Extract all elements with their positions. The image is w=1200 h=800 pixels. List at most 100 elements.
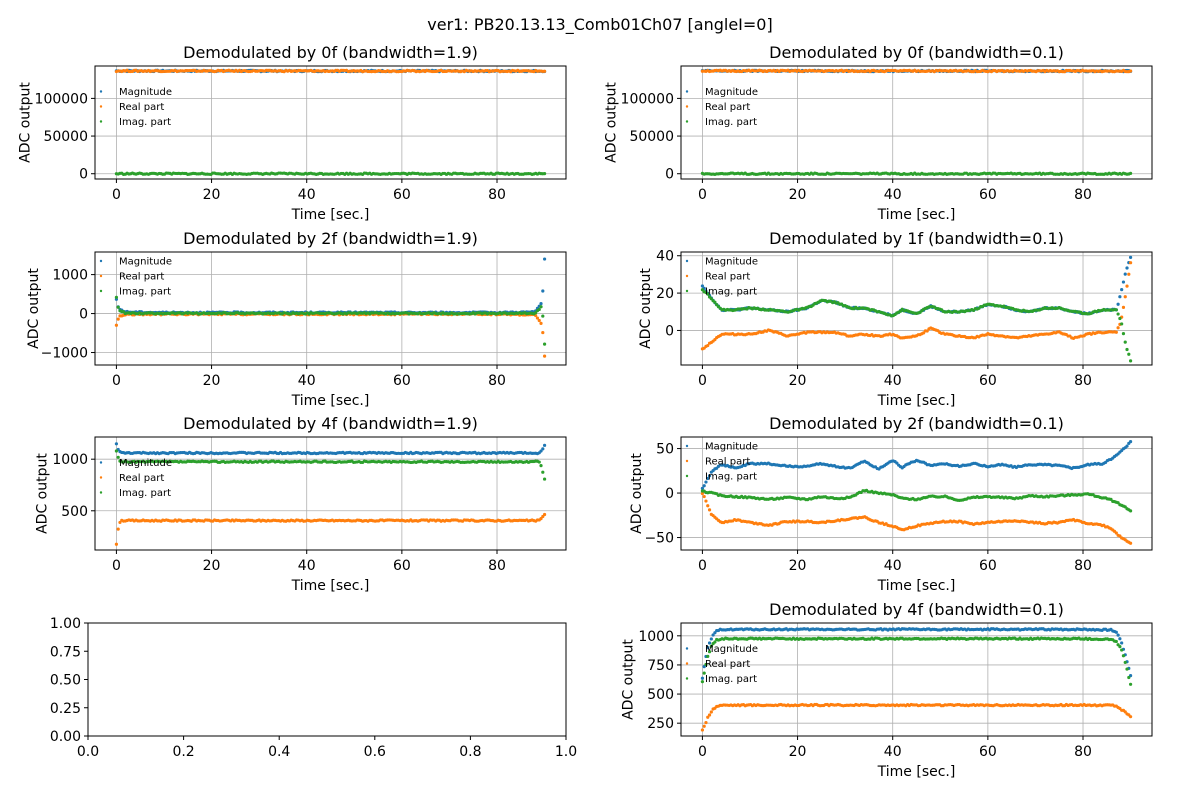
y-tick-label: 0.25 [50,701,81,717]
data-point [541,314,545,318]
x-tick-label: 40 [884,558,902,574]
data-point [1120,322,1124,326]
data-point [1123,295,1127,299]
x-axis-label: Time [sec.] [291,207,370,223]
data-point [1125,284,1129,288]
data-point [542,257,547,261]
y-tick-label: −50 [644,531,674,547]
data-point [1116,302,1120,306]
data-point [114,542,119,546]
data-point [116,305,120,309]
data-point [706,715,710,719]
subplot-title: Demodulated by 1f (bandwidth=0.1) [769,229,1064,248]
series-imag-part [700,171,1133,176]
data-point [1128,440,1133,444]
data-point [709,710,713,714]
legend-entry: Magnitude [705,87,758,98]
plot-area [700,627,1133,732]
legend-marker [99,105,103,108]
x-tick-label: 1.0 [555,744,577,760]
y-axis-label: ADC output [35,453,51,534]
legend-marker [99,491,103,494]
axes-frame [94,251,567,366]
data-point [1128,261,1133,265]
legend-entry: Real part [705,272,750,283]
legend-entry: Real part [119,272,164,283]
subplot-p31: Demodulated by 4f (bandwidth=0.1)0 20 40 60… [621,600,1153,780]
data-point [542,342,547,346]
y-tick-label: 100000 [621,91,674,107]
x-tick-label: 80 [1074,373,1092,389]
y-tick-label: −1000 [41,346,88,362]
data-point [542,172,547,176]
legend-entry: Real part [705,457,750,468]
y-tick-label: 0.75 [50,644,81,660]
data-point [537,318,541,323]
legend-marker [99,476,103,479]
data-point [1121,332,1126,336]
plot-area [700,68,1133,176]
y-tick-label: 0.00 [50,729,81,745]
data-point [1127,352,1131,356]
x-tick-label: 0 [698,373,707,389]
y-tick-label: 1000 [52,268,88,284]
x-tick-label: 60 [979,558,997,574]
legend-marker [685,120,689,123]
series-real-part [700,68,1133,74]
data-point [1118,637,1122,641]
data-point [534,311,538,315]
plot-area [114,68,547,176]
series-imag-part [114,449,547,481]
subplot-p11: Demodulated by 1f (bandwidth=0.1)0 20 40 60… [638,229,1153,409]
x-tick-label: 60 [393,187,411,203]
data-point [539,301,543,306]
subplot-title: Demodulated by 0f (bandwidth=0.1) [769,43,1064,62]
data-point [537,307,541,312]
data-point [706,476,710,481]
subplot-p01: Demodulated by 0f (bandwidth=0.1)0 20 40 60… [603,43,1153,223]
legend-marker [99,289,103,293]
legend-marker [99,274,103,278]
legend-entry: Real part [705,102,750,113]
data-point [1125,266,1129,270]
subplot-title: Demodulated by 4f (bandwidth=0.1) [769,600,1064,619]
data-point [700,728,705,732]
axes-frame [94,436,567,551]
x-tick-label: 60 [979,373,997,389]
legend-marker [685,289,689,293]
y-tick-label: 50000 [43,129,88,145]
x-tick-label: 60 [393,558,411,574]
data-point [707,641,712,645]
x-tick-label: 60 [393,373,411,389]
data-point [702,484,706,488]
series-real-part [700,491,1133,545]
subplot-grid: Demodulated by 0f (bandwidth=1.9)0 20 40 60… [17,43,1153,780]
plot-area [700,255,1133,363]
legend-entry: Real part [119,473,164,484]
legend-entry: Magnitude [119,87,172,98]
data-point [1121,305,1126,309]
data-point [1128,171,1133,175]
data-point [895,461,899,465]
x-axis-label: Time [sec.] [877,578,956,594]
data-point [1128,509,1133,513]
legend-entry: Magnitude [119,458,172,469]
x-axis-label: Time [sec.] [291,393,370,409]
data-point [1114,630,1118,634]
y-tick-label: 0 [79,167,88,183]
x-tick-label: 0.6 [364,744,386,760]
legend-entry: Real part [119,102,164,113]
legend-entry: Imag. part [705,287,757,298]
subplot-p21: Demodulated by 2f (bandwidth=0.1)0 20 40 60… [629,414,1153,594]
x-tick-label: 0.8 [459,744,481,760]
data-point [702,665,706,669]
y-axis-label: ADC output [26,268,42,349]
series-magnitude [700,627,1133,680]
legend-marker [99,461,103,464]
legend-marker [685,274,689,278]
y-tick-label: 20 [656,286,674,302]
data-point [541,447,545,451]
y-axis-label: ADC output [603,82,619,163]
